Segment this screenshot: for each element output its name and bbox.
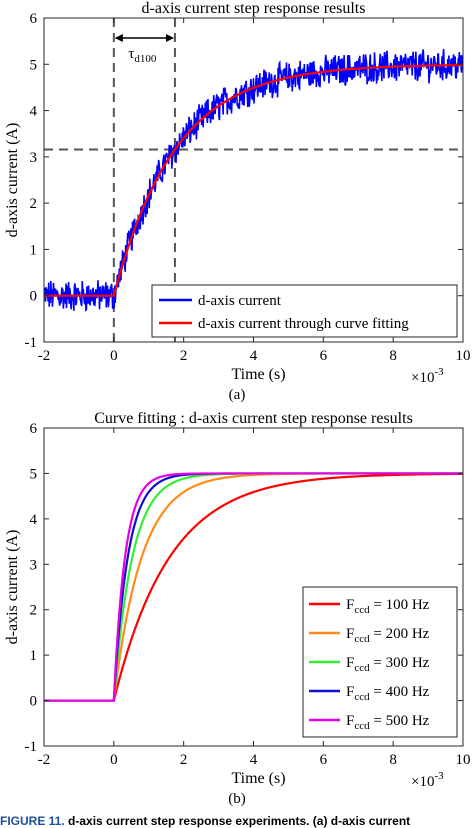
legend-label-3: Fccd = 300 Hz [346,655,430,674]
legend: Fccd = 100 Hz Fccd = 200 Hz Fccd = 300 Hz F… [302,586,458,738]
y-tick-label: 1 [30,648,38,664]
panel-label: (a) [229,387,246,403]
x-axis-exponent: ×10-3 [411,366,444,386]
x-tick-label: 10 [456,752,471,768]
chart-title: Curve fitting : d-axis current step resp… [94,410,413,427]
series-curve-fitting-line [44,63,463,297]
y-tick-label: 5 [30,57,38,73]
y-tick-label: -1 [25,739,38,755]
x-tick-label: 6 [320,348,328,364]
x-axis-exponent: ×10-3 [411,770,444,790]
tau-annotation-label: τd100 [128,46,157,65]
y-tick-label: 0 [30,289,38,305]
legend-label-5: Fccd = 500 Hz [346,713,430,732]
x-tick-label: 8 [389,348,397,364]
series-d-axis-current-line [44,48,463,313]
x-tick-label: 8 [389,752,397,768]
y-tick-label: 3 [30,150,38,166]
figure-caption: FIGURE 11. d-axis current step response … [0,815,474,828]
x-tick-label: 10 [456,348,471,364]
legend-label-1: d-axis current [198,293,282,309]
chart-title: d-axis current step response results [142,0,366,17]
legend-label-2: Fccd = 200 Hz [346,626,430,645]
x-tick-label: -2 [38,348,51,364]
x-axis-label: Time (s) [231,366,285,383]
y-tick-label: 4 [30,512,38,528]
y-axis-label: d-axis current (A) [4,530,21,645]
series-group [44,48,463,313]
tau-arrow-right-head [165,34,174,42]
chart-panel-a: τd100 -2 0 2 4 6 8 10 -1 0 1 2 3 4 5 6 d-axis current st… [4,0,471,403]
y-tick-label: 6 [30,11,38,27]
y-tick-label: 3 [30,557,38,573]
y-tick-label: 2 [30,603,38,619]
series-fccd-5-line [44,472,463,702]
y-tick-label: 1 [30,242,38,258]
legend-label-1: Fccd = 100 Hz [346,597,430,616]
panel-label: (b) [228,791,246,807]
y-tick-label: 2 [30,196,38,212]
legend: d-axis current d-axis current through cur… [151,284,458,338]
x-tick-label: -2 [38,752,51,768]
x-tick-label: 2 [180,752,188,768]
x-tick-label: 0 [110,752,118,768]
x-tick-label: 0 [110,348,118,364]
legend-label-2: d-axis current through curve fitting [198,316,409,332]
y-axis-label: d-axis current (A) [4,123,21,238]
y-tick-label: 5 [30,466,38,482]
legend-box [151,284,458,338]
y-tick-label: -1 [25,335,38,351]
y-tick-label: 6 [30,421,38,437]
legend-label-4: Fccd = 400 Hz [346,684,430,703]
x-tick-label: 6 [320,752,328,768]
series-group [44,472,463,702]
x-tick-label: 4 [250,348,258,364]
figure-number: FIGURE 11. [0,815,65,828]
y-tick-label: 0 [30,694,38,710]
x-tick-label: 2 [180,348,188,364]
chart-panel-b: -2 0 2 4 6 8 10 -1 0 1 2 3 4 5 6 Curve fitting : d-axis… [4,410,471,807]
tau-arrow-left-head [114,34,123,42]
x-axis-label: Time (s) [231,770,285,787]
y-tick-label: 4 [30,104,38,120]
caption-text: d-axis current step response experiments… [64,815,411,828]
x-tick-label: 4 [250,752,258,768]
